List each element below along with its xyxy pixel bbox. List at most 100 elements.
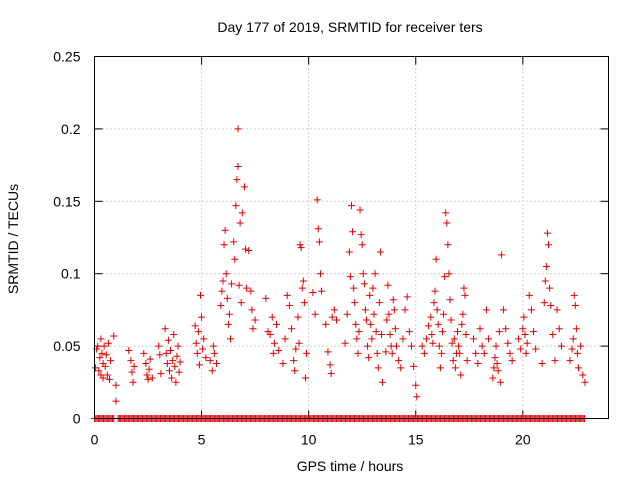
data-point [429,339,437,347]
data-point [249,325,257,333]
data-point [542,262,550,270]
data-point [292,345,300,353]
data-point [130,362,138,370]
data-point [420,349,428,357]
y-tick-label: 0 [73,411,81,427]
data-point [530,328,538,336]
data-point [112,381,120,389]
data-point [482,306,490,314]
data-point [354,349,362,357]
data-point [174,342,182,350]
data-point [494,367,502,375]
data-point [283,291,291,299]
grid-lines [94,56,609,419]
data-point [341,339,349,347]
axis-ticks [94,56,609,419]
data-point [245,247,253,255]
y-tick-label: 0.05 [53,338,80,354]
data-point [376,248,384,256]
data-point [198,313,206,321]
data-point [440,310,448,318]
data-point [566,357,574,365]
data-point [460,284,468,292]
data-point [451,364,459,372]
data-point [532,345,540,353]
data-point [350,284,358,292]
data-point [127,357,135,365]
data-point [395,357,403,365]
data-point [463,357,471,365]
data-point [379,378,387,386]
data-point [322,320,330,328]
data-point [129,378,137,386]
data-point [545,241,553,249]
data-point [199,345,207,353]
data-point [171,362,179,370]
data-point [352,320,360,328]
data-point [268,313,276,321]
data-point [472,349,480,357]
data-point [143,371,151,379]
data-point [568,345,576,353]
data-point [374,364,382,372]
data-point [328,313,336,321]
data-point [353,335,361,343]
data-point [290,357,298,365]
data-point [128,368,136,376]
data-point [370,310,378,318]
data-point [314,225,322,233]
data-point [142,359,150,367]
data-point [295,339,303,347]
data-point [478,342,486,350]
data-point [248,306,256,314]
data-point [476,325,484,333]
data-point [367,320,375,328]
data-point [557,342,565,350]
data-point [165,367,173,375]
data-point [457,371,465,379]
data-point [194,328,202,336]
data-point [413,393,421,401]
data-point [262,294,270,302]
data-point [500,306,508,314]
data-point [355,328,363,336]
data-point [430,299,438,307]
data-point [192,339,200,347]
data-point [519,325,527,333]
data-point [442,209,450,217]
data-point [388,349,396,357]
data-point [104,339,112,347]
data-point [275,346,283,354]
data-point [410,362,418,370]
data-point [422,335,430,343]
data-point [549,331,557,339]
data-point [155,342,163,350]
y-tick-label: 0.2 [61,121,81,137]
data-point [348,202,355,210]
data-point [496,378,504,386]
data-point [386,331,394,339]
data-point [273,320,281,328]
data-point [427,313,435,321]
data-point [167,346,175,354]
data-point [176,358,184,366]
data-point [92,364,100,372]
data-point [399,335,407,343]
data-point [238,209,246,217]
y-tick-label: 0.25 [53,49,80,65]
data-point [105,375,113,383]
x-axis-label: GPS time / hours [297,458,404,474]
data-point [231,255,239,263]
data-point [209,342,217,350]
data-point [446,296,454,304]
data-point [345,248,353,256]
data-point [538,359,546,367]
data-point [485,335,493,343]
data-point [445,270,453,278]
data-point [303,349,311,357]
data-point [236,219,244,227]
data-point [299,277,307,285]
data-point [270,339,278,347]
data-point [454,328,462,336]
data-point [497,251,505,259]
